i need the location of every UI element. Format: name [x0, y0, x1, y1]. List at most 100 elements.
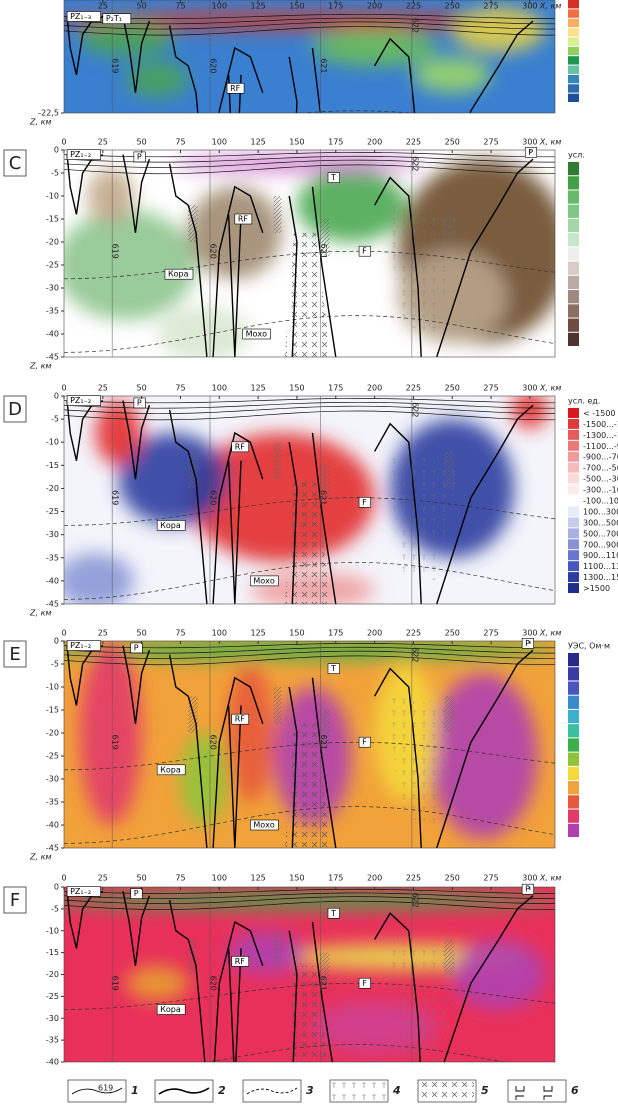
colorbar-swatch [568, 440, 579, 451]
plot [64, 887, 555, 1062]
geologic-boundary [373, 912, 421, 1062]
geologic-boundary [436, 649, 534, 848]
colorbar-swatch [568, 408, 579, 418]
x-tick-label: 50 [137, 874, 147, 883]
unit-label: P [137, 398, 142, 407]
section-panel: 619 620 621 622 PZ₁₋₃ P₂T₁ RF 25 50 75 100 125 150 17… [29, 0, 579, 127]
unit-label-box [164, 268, 194, 280]
hatch-zone [444, 696, 454, 733]
unit-label: Мохо [253, 576, 275, 585]
x-tick-label: 300 [522, 384, 537, 393]
x-tick-label: 100 [212, 138, 227, 147]
x-tick-label: 250 [445, 138, 460, 147]
z-tick-label: -10 [46, 192, 59, 201]
x-tick-label: 225 [406, 874, 421, 883]
x-tick-label: 100 [212, 629, 227, 638]
well-label: 620 [208, 976, 217, 991]
legend-symbol [246, 1087, 298, 1095]
unit-label: P [525, 639, 530, 648]
x-tick-label: 300 [522, 2, 537, 11]
geologic-boundary [122, 891, 151, 966]
colorbar-label: -700...-500 [583, 464, 618, 473]
x-tick-label: 100 [212, 384, 227, 393]
anomaly [188, 186, 282, 279]
colorbar-swatch [568, 46, 579, 56]
z-tick-label: -40 [46, 821, 59, 830]
colorbar-swatch [568, 65, 579, 74]
well-label: 620 [208, 244, 217, 259]
unit-label: F [362, 979, 367, 988]
plot-frame [63, 0, 556, 114]
geologic-boundary [168, 899, 206, 1062]
colorbar-label: -900...-700 [583, 453, 618, 462]
colorbar-swatch [568, 56, 579, 65]
x-tick-label: 225 [406, 384, 421, 393]
anomaly [157, 306, 251, 357]
panel-letter-box [3, 886, 27, 914]
colorbar-swatch [568, 539, 579, 550]
plot-frame [63, 149, 556, 358]
geologic-boundary [168, 163, 208, 357]
z-tick-label: -20 [46, 238, 59, 247]
x-tick-label: 200 [367, 138, 382, 147]
hatch-zone [273, 196, 282, 233]
colorbar-swatch [568, 176, 579, 190]
unit-label-box [66, 640, 101, 651]
granite-zone [390, 939, 461, 1062]
geologic-boundary [373, 37, 416, 113]
z-tick-label: -5 [51, 904, 59, 913]
legend-number: 1 [131, 1084, 139, 1097]
colorbar-swatch [568, 517, 579, 528]
z-tick-label: -25 [46, 752, 59, 761]
geologic-boundary [288, 195, 298, 357]
anomaly [64, 641, 555, 660]
z-axis-label: Z, км [29, 853, 51, 862]
geologic-boundary [122, 154, 151, 233]
unit-label: Кора [160, 765, 181, 774]
unit-label-box [242, 328, 271, 340]
legend-box [507, 1079, 567, 1103]
colorbar-swatch [568, 190, 579, 204]
panel-letter: D [8, 399, 22, 420]
colorbar-swatch [568, 653, 579, 667]
plot [64, 396, 555, 604]
unit-label: Кора [168, 270, 189, 279]
crust-boundary [64, 741, 555, 771]
unit-label-box [521, 883, 534, 895]
x-axis-label: X, км [539, 138, 561, 147]
unit-label-box [524, 147, 538, 158]
colorbar-swatch [568, 473, 579, 484]
colorbar-swatch [568, 332, 579, 346]
sediment-boundary [64, 401, 555, 409]
x-tick-label: 250 [445, 629, 460, 638]
geologic-boundary [443, 895, 534, 1062]
sediment-boundary [64, 646, 555, 654]
colorbar-swatch [568, 304, 579, 318]
sediment-boundary [64, 164, 555, 175]
z-tick-label: -25 [46, 261, 59, 270]
z-tick-label: -35 [46, 1036, 59, 1045]
well-label: 619 [111, 976, 120, 991]
x-tick-label: 25 [98, 138, 108, 147]
colorbar-swatch [568, 93, 579, 102]
colorbar-swatch [568, 695, 579, 709]
colorbar-swatch [568, 752, 579, 766]
x-tick-label: 200 [367, 2, 382, 11]
x-tick-label: 50 [137, 629, 147, 638]
geologic-boundary [311, 432, 337, 604]
plot-frame [63, 395, 556, 605]
x-tick-label: 75 [175, 629, 185, 638]
colorbar-swatch [568, 506, 579, 517]
colorbar-swatch [568, 204, 579, 218]
z-tick-label: -10 [46, 438, 59, 447]
geologic-boundary [311, 186, 337, 357]
x-tick-label: 0 [61, 384, 66, 393]
geologic-boundary [212, 676, 264, 848]
z-tick-label: 0 [54, 146, 59, 155]
anomaly [95, 400, 142, 466]
unit-label-box [231, 713, 250, 725]
legend-well: 619 [98, 1084, 113, 1093]
x-tick-label: 175 [328, 874, 343, 883]
z-tick-label: -30 [46, 530, 59, 539]
